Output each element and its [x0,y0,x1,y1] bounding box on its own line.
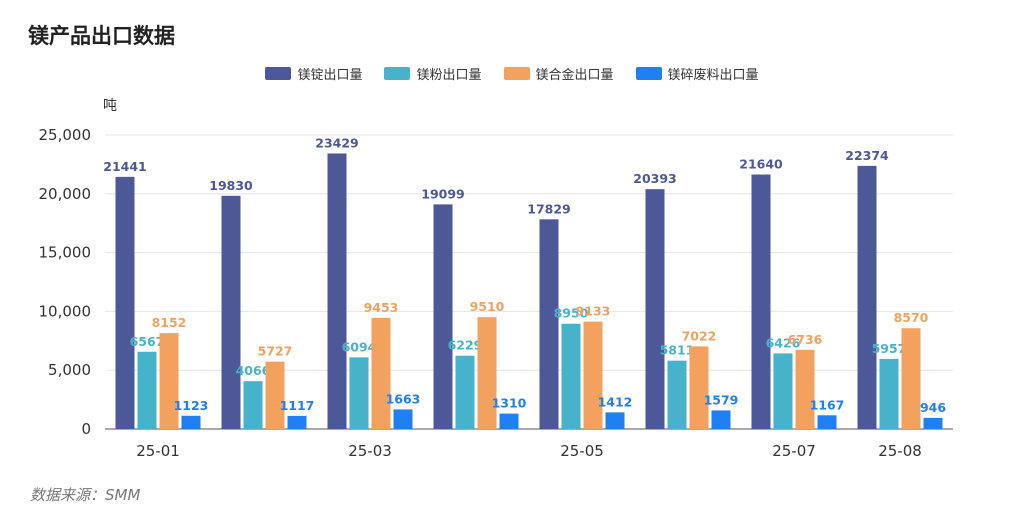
bar [773,353,793,429]
bar [349,357,369,429]
bar [857,165,877,429]
legend-item-2[interactable]: 镁粉出口量 [384,64,482,83]
legend-label: 镁碎废料出口量 [667,68,759,83]
bar-value-label: 22374 [845,148,889,163]
y-tick-label: 25,000 [39,126,92,144]
bar [689,346,709,429]
bar [181,415,201,429]
bar [561,323,581,429]
bar [605,412,625,429]
bar-value-label: 1579 [704,392,739,407]
y-tick-label: 5,000 [48,361,91,379]
bar-value-label: 4066 [236,363,271,378]
bar-value-label: 19830 [209,178,253,193]
legend-label: 镁粉出口量 [416,68,482,83]
bar [433,204,453,429]
bar [287,415,307,429]
bar [901,328,921,429]
y-tick-label: 20,000 [39,185,92,203]
bar [711,410,731,429]
x-tick-label: 25-07 [772,442,816,460]
bar-value-label: 1412 [598,394,633,409]
bar-value-label: 1663 [386,391,421,406]
chart-title: 镁产品出口数据 [28,24,175,48]
bar-value-label: 20393 [633,171,677,186]
bar [159,333,179,429]
legend-item-1[interactable]: 镁锭出口量 [265,64,362,83]
legend-swatch [635,67,662,80]
bar [667,360,687,429]
bar [645,189,665,429]
bar-value-label: 5727 [258,344,293,359]
bar-value-label: 23429 [315,135,359,150]
legend-label: 镁锭出口量 [297,68,363,83]
chart-legend: 镁锭出口量 镁粉出口量 镁合金出口量 镁碎废料出口量 [0,64,1024,83]
bar-value-label: 9453 [364,300,399,315]
legend-label: 镁合金出口量 [535,68,614,83]
bar [265,361,285,429]
bar-value-label: 5811 [660,343,695,358]
bar-value-label: 17829 [527,201,571,216]
bar [477,317,497,429]
bar-value-label: 21640 [739,157,783,172]
bar-value-label: 1310 [492,396,527,411]
bar-value-label: 5957 [872,341,907,356]
bar-value-label: 946 [920,400,946,415]
bar-value-label: 6229 [448,338,483,353]
legend-item-4[interactable]: 镁碎废料出口量 [635,64,759,83]
bar-value-label: 8570 [894,310,929,325]
bar-value-label: 19099 [421,186,465,201]
bar-value-label: 21441 [103,159,147,174]
bar-value-label: 1123 [174,398,209,413]
y-tick-label: 10,000 [39,302,92,320]
bar [539,219,559,429]
bar-value-label: 9133 [576,304,611,319]
bar-value-label: 6426 [766,335,801,350]
bar [583,321,603,429]
bar [455,355,475,429]
y-tick-label: 0 [81,420,91,438]
bar-value-label: 8950 [554,306,589,321]
bar-value-label: 7022 [682,328,717,343]
y-axis-unit-label: 吨 [103,98,117,114]
bar-value-label: 8152 [152,315,187,330]
bar [817,415,837,429]
bar [499,413,519,429]
bar [221,195,241,429]
bar [137,351,157,429]
bar-value-label: 6567 [130,334,165,349]
bar [243,381,263,429]
bar [327,153,347,429]
bar [879,358,899,429]
x-tick-label: 25-01 [136,442,180,460]
x-tick-label: 25-03 [348,442,392,460]
bar [371,317,391,429]
legend-swatch [265,67,292,80]
source-note: 数据来源：SMM [30,486,141,504]
bar [115,176,135,429]
legend-item-3[interactable]: 镁合金出口量 [503,64,614,83]
y-tick-label: 15,000 [39,244,92,262]
bar [795,349,815,429]
bar-value-label: 6736 [788,332,823,347]
legend-swatch [503,67,530,80]
bar-value-label: 9510 [470,299,505,314]
x-tick-label: 25-05 [560,442,604,460]
bar [751,174,771,429]
bar-value-label: 6094 [342,339,377,354]
bar-value-label: 1117 [280,398,315,413]
bar-value-label: 1167 [810,397,845,412]
bar [393,409,413,429]
bar [923,417,943,429]
x-tick-label: 25-08 [878,442,922,460]
legend-swatch [384,67,411,80]
